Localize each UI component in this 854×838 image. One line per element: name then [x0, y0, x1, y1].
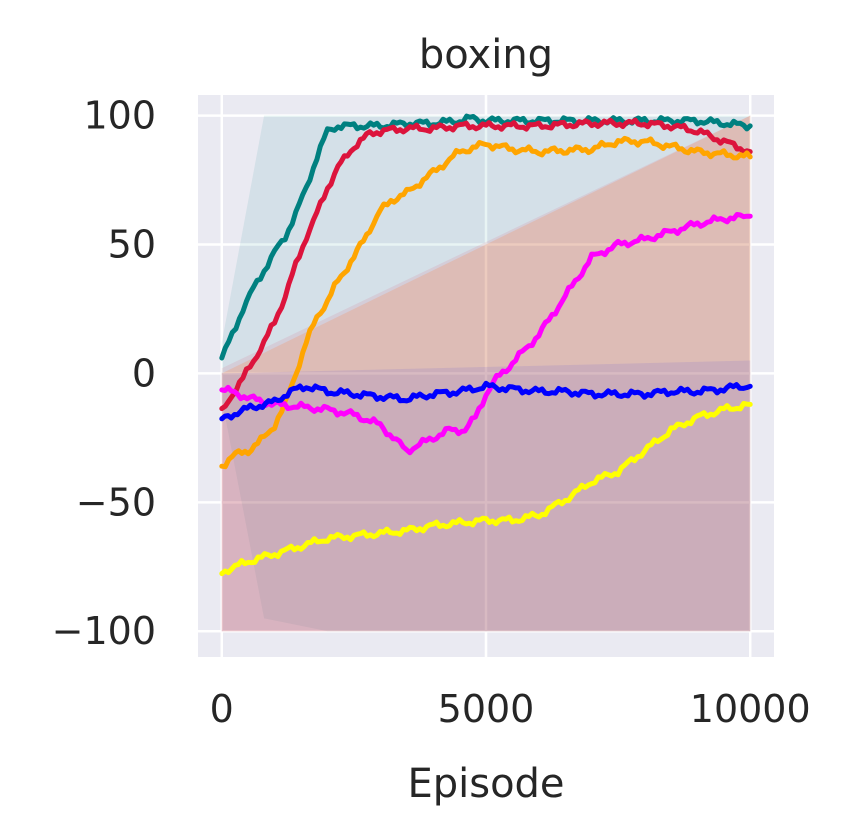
y-tick-label: 100	[83, 94, 156, 138]
chart-title: boxing	[419, 32, 553, 78]
series-line	[219, 401, 753, 577]
series-line	[219, 113, 753, 361]
x-tick-labels: 0 5000 10000	[210, 687, 811, 731]
series-line	[219, 135, 753, 470]
y-tick-label: 0	[132, 351, 156, 395]
x-tick-label: 0	[210, 687, 234, 731]
grid	[198, 95, 774, 657]
variance-band	[221, 360, 751, 632]
y-tick-label: −50	[76, 480, 156, 524]
y-tick-label: −100	[52, 609, 156, 653]
x-axis-label: Episode	[407, 761, 564, 807]
series-lines	[219, 113, 753, 577]
x-tick-label: 10000	[690, 687, 811, 731]
y-tick-label: 50	[108, 223, 156, 267]
series-line	[219, 117, 753, 412]
series-line	[219, 212, 753, 456]
y-tick-labels: −100 −50 0 50 100	[52, 94, 156, 654]
series-line	[219, 380, 753, 422]
x-tick-label: 5000	[438, 687, 535, 731]
